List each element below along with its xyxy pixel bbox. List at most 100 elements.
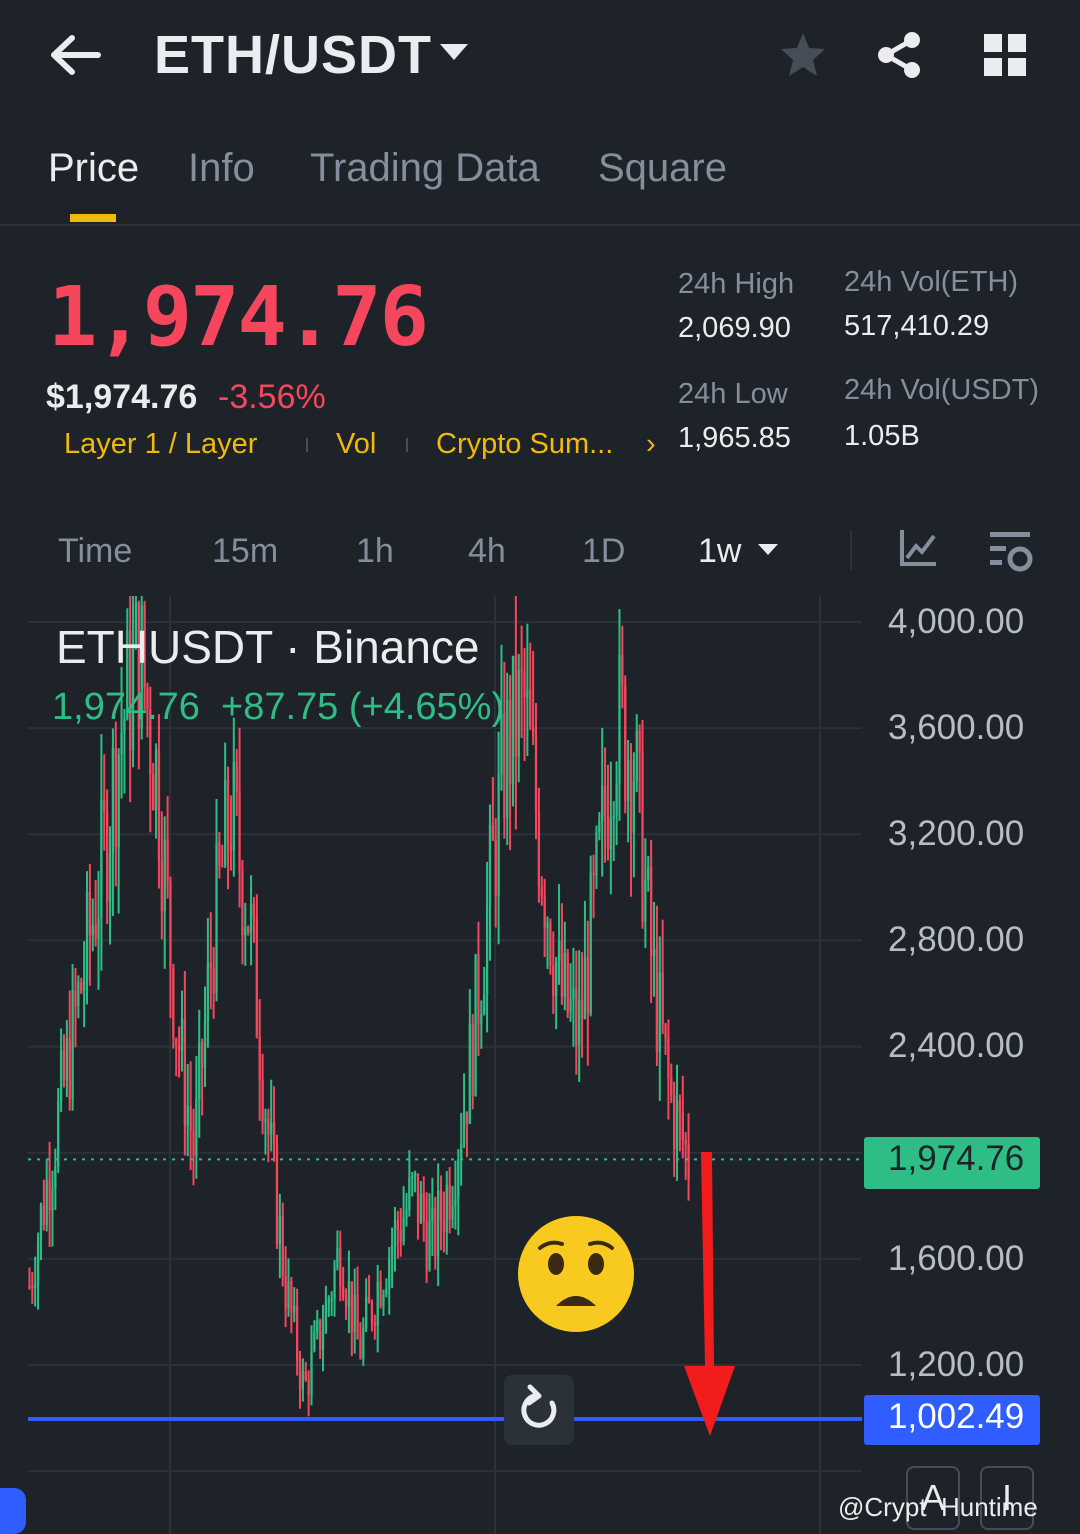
candle-body: [365, 1296, 368, 1328]
tag-layer1[interactable]: Layer 1 / Layer: [64, 428, 258, 460]
candle-body: [293, 1305, 296, 1313]
y-tick-label: 2,400.00: [888, 1026, 1025, 1065]
candle-body: [580, 999, 584, 1020]
candle-body: [549, 922, 552, 966]
candle-body: [45, 1179, 48, 1225]
interval-time[interactable]: Time: [58, 532, 133, 570]
candle-body: [578, 999, 581, 1046]
candle-body: [304, 1371, 307, 1380]
candle-body: [163, 839, 166, 912]
candle-body: [149, 709, 152, 775]
candle-body: [431, 1208, 434, 1222]
candle-body: [247, 927, 250, 932]
candle-body: [215, 843, 218, 993]
candle-body: [428, 1221, 431, 1269]
candle-body: [624, 684, 627, 801]
pair-dropdown-icon[interactable]: [440, 44, 468, 60]
candle-body: [393, 1220, 397, 1246]
tab-info[interactable]: Info: [188, 146, 255, 190]
tab-square[interactable]: Square: [598, 146, 727, 190]
candle-body: [249, 903, 253, 932]
candle-body: [324, 1302, 328, 1333]
candle-body: [287, 1281, 290, 1309]
candle-body: [160, 861, 163, 912]
candle-body: [603, 785, 607, 816]
tag-crypto-sum[interactable]: Crypto Sum...: [436, 428, 614, 460]
candle-body: [405, 1208, 408, 1219]
interval-dropdown-icon[interactable]: [758, 544, 778, 555]
current-price-marker: [864, 1137, 1040, 1189]
candle-body: [330, 1298, 333, 1301]
candle-body: [359, 1339, 362, 1359]
candle-body: [468, 1023, 471, 1124]
indicator-icon[interactable]: [898, 528, 938, 568]
candle-body: [388, 1257, 391, 1289]
candle-body: [491, 825, 494, 841]
candle-body: [48, 1179, 51, 1211]
candle-body: [370, 1303, 374, 1323]
chart-settings-icon[interactable]: [988, 528, 1034, 574]
candle-body: [586, 957, 589, 1014]
candle-body: [471, 1023, 474, 1096]
horizontal-line-marker[interactable]: [864, 1395, 1040, 1445]
side-drawer-tab[interactable]: [0, 1488, 26, 1534]
candle-body: [416, 1173, 420, 1223]
candle-body: [36, 1242, 40, 1285]
candle-body: [209, 963, 212, 969]
tag-divider: [306, 438, 308, 452]
candle-body: [462, 1111, 466, 1145]
candle-body: [638, 730, 641, 752]
tab-trading-data[interactable]: Trading Data: [310, 146, 540, 190]
candle-body: [195, 1098, 198, 1156]
candle-body: [635, 730, 638, 782]
candle-body: [419, 1193, 423, 1223]
tag-vol[interactable]: Vol: [336, 428, 377, 460]
candle-body: [606, 815, 610, 850]
line-tool-button[interactable]: I: [980, 1466, 1034, 1530]
favorite-star-icon[interactable]: [778, 30, 828, 80]
interval-1d[interactable]: 1D: [582, 532, 626, 570]
pair-title[interactable]: ETH/USDT: [154, 25, 432, 85]
candle-body: [480, 1013, 483, 1024]
back-arrow-icon[interactable]: [48, 30, 104, 80]
share-icon[interactable]: [874, 30, 924, 80]
grid-menu-icon[interactable]: [984, 34, 1026, 76]
candle-body: [221, 865, 224, 868]
candle-body: [295, 1305, 299, 1362]
candle-body: [670, 1077, 673, 1096]
candle-body: [552, 965, 555, 997]
candle-body: [353, 1294, 356, 1333]
candle-body: [652, 948, 656, 957]
interval-1h[interactable]: 1h: [356, 532, 394, 570]
candle-body: [465, 1111, 469, 1124]
candle-body: [140, 605, 143, 729]
candle-body: [94, 925, 97, 939]
candle-body: [114, 748, 117, 848]
reset-chart-button[interactable]: [504, 1375, 574, 1445]
price-change-percent: -3.56%: [218, 378, 326, 416]
candle-body: [350, 1281, 353, 1333]
candle-body: [379, 1281, 382, 1307]
interval-4h[interactable]: 4h: [468, 532, 506, 570]
last-price: 1,974.76: [48, 270, 429, 365]
candle-body: [454, 1198, 457, 1206]
candle-body: [569, 999, 572, 1012]
candle-body: [408, 1178, 411, 1209]
text-tool-button[interactable]: A: [906, 1466, 960, 1530]
interval-15m[interactable]: 15m: [212, 532, 279, 570]
candle-body: [344, 1297, 348, 1307]
price-chart[interactable]: ETHUSDT · Binance 1,974.76 +87.75 (+4.65…: [0, 596, 1080, 1534]
candle-body: [258, 1036, 261, 1080]
candle-body: [526, 690, 529, 698]
candle-body: [626, 759, 630, 801]
candle-body: [108, 852, 112, 902]
candle-body: [661, 972, 664, 1025]
tab-price[interactable]: Price: [48, 146, 140, 190]
candle-body: [425, 1221, 428, 1269]
tags-more-chevron-icon[interactable]: ›: [646, 428, 656, 460]
interval-1w[interactable]: 1w: [698, 532, 742, 570]
candle-body: [177, 1045, 181, 1051]
candle-body: [281, 1215, 284, 1277]
candle-body: [687, 1143, 690, 1180]
candle-body: [241, 870, 244, 936]
